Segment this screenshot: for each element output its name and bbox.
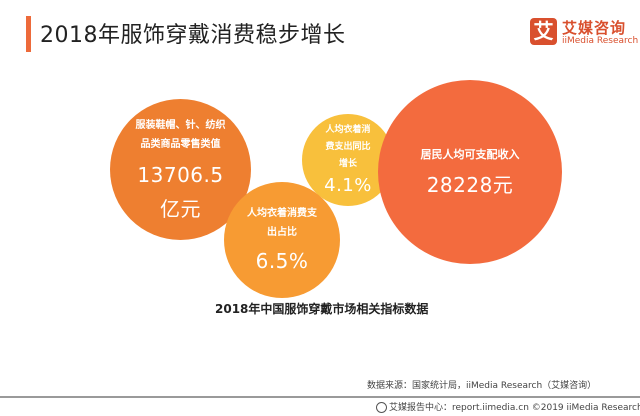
bubble-label: 居民人均可支配收入: [420, 147, 520, 161]
bubble-clothing-share: 人均衣着消费支 出占比 6.5%: [224, 182, 340, 298]
bubble-value: 28228元: [426, 172, 514, 197]
data-source: 数据来源：国家统计局，iiMedia Research（艾媒咨询）: [367, 381, 597, 391]
bubble-retail-value: 服装鞋帽、针、纺织 品类商品零售类值 13706.5 亿元: [110, 99, 251, 240]
bubble-disposable-income: 居民人均可支配收入 28228元: [378, 80, 562, 264]
report-center-icon: [376, 402, 387, 413]
bubble-unit: 亿元: [160, 196, 201, 221]
title-accent-bar: [26, 16, 31, 52]
logo-icon: 艾: [530, 18, 557, 45]
chart-caption: 2018年中国服饰穿戴市场相关指标数据: [215, 302, 429, 316]
bubble-value: 13706.5: [137, 162, 224, 187]
bubble-label: 增长: [338, 158, 357, 169]
bubble-value: 4.1%: [324, 174, 372, 196]
footer-divider: [0, 396, 640, 398]
page-title: 2018年服饰穿戴消费稳步增长: [40, 23, 346, 48]
logo-name-en: iiMedia Research: [562, 36, 639, 46]
bubble-value: 6.5%: [255, 249, 309, 273]
bubble-label: 品类商品零售类值: [140, 138, 221, 150]
footer-text: 艾媒报告中心：report.iimedia.cn ©2019 iiMedia R…: [389, 403, 640, 413]
bubble-label: 费支出同比: [325, 141, 371, 152]
bubble-label: 服装鞋帽、针、纺织: [135, 119, 226, 131]
bubble-label: 人均衣着消费支: [247, 208, 317, 219]
logo-name-cn: 艾媒咨询: [562, 19, 627, 37]
bubble-label: 出占比: [267, 227, 297, 238]
footer: 艾媒报告中心：report.iimedia.cn ©2019 iiMedia R…: [376, 400, 640, 413]
bubble-label: 人均衣着消: [325, 124, 371, 135]
